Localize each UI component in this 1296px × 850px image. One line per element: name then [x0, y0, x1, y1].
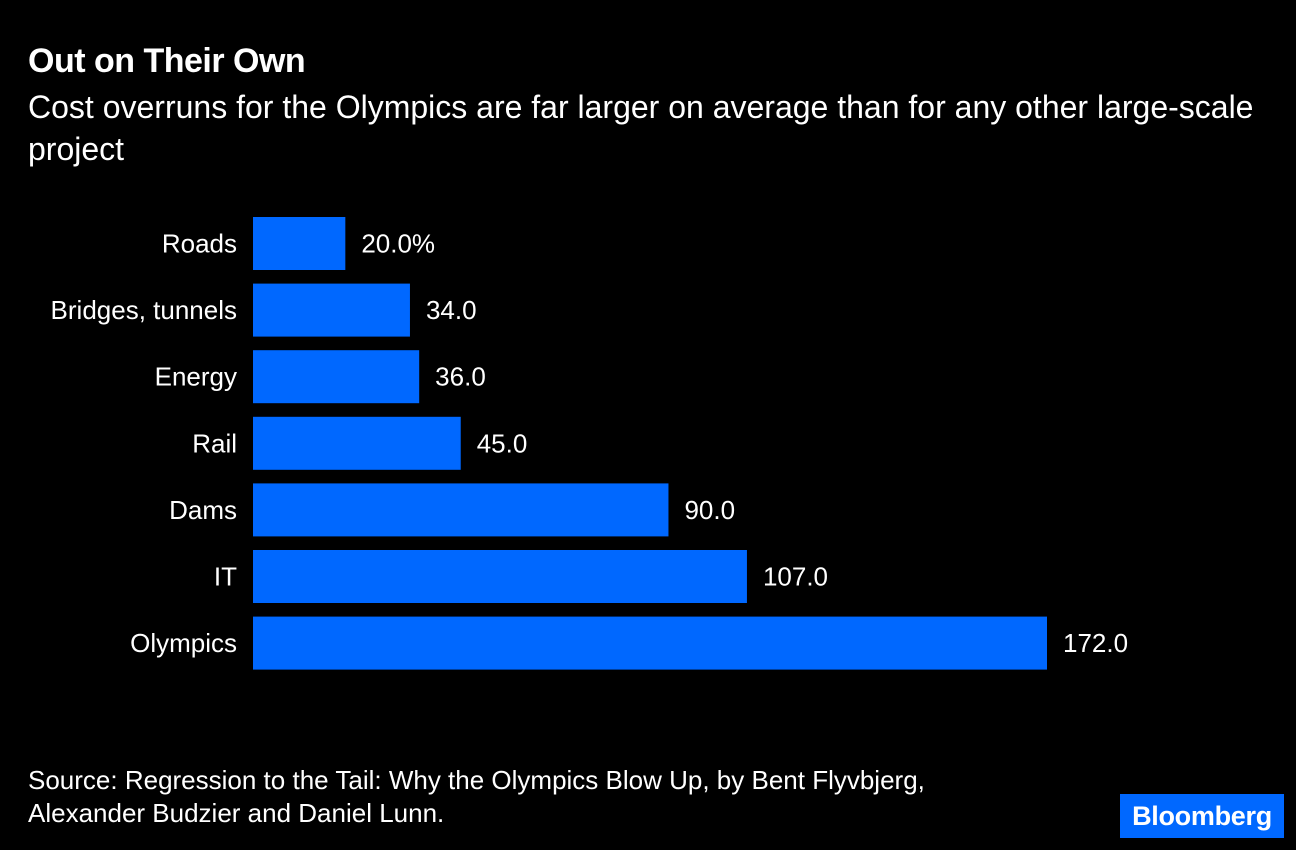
- category-label: Rail: [192, 428, 237, 458]
- category-label: IT: [214, 562, 237, 592]
- value-label: 107.0: [763, 562, 828, 592]
- value-label: 172.0: [1063, 628, 1128, 658]
- category-label: Dams: [169, 495, 237, 525]
- category-label: Energy: [155, 362, 237, 392]
- bar: [253, 616, 1047, 670]
- bar: [253, 283, 410, 337]
- logo-text: Bloomberg: [1132, 800, 1272, 831]
- category-label: Olympics: [130, 628, 237, 658]
- chart-title: Out on Their Own: [28, 42, 306, 80]
- value-label: 90.0: [684, 495, 735, 525]
- value-label: 36.0: [435, 362, 486, 392]
- bar: [253, 483, 669, 537]
- bar-chart: Roads 20.0% Bridges, tunnels 34.0 Energy 36.0…: [51, 217, 1128, 670]
- value-label: 34.0: [426, 295, 477, 325]
- chart-subtitle: Cost overruns for the Olympics are far l…: [28, 89, 1254, 167]
- bar: [253, 217, 346, 270]
- value-label: 20.0%: [361, 229, 435, 259]
- bloomberg-logo: Bloomberg: [1120, 794, 1284, 838]
- source-note: Source: Regression to the Tail: Why the …: [28, 765, 925, 828]
- bar: [253, 416, 461, 470]
- category-label: Roads: [162, 229, 237, 259]
- bar: [253, 550, 747, 603]
- bar: [253, 350, 420, 404]
- value-label: 45.0: [477, 428, 528, 458]
- category-label: Bridges, tunnels: [51, 295, 237, 325]
